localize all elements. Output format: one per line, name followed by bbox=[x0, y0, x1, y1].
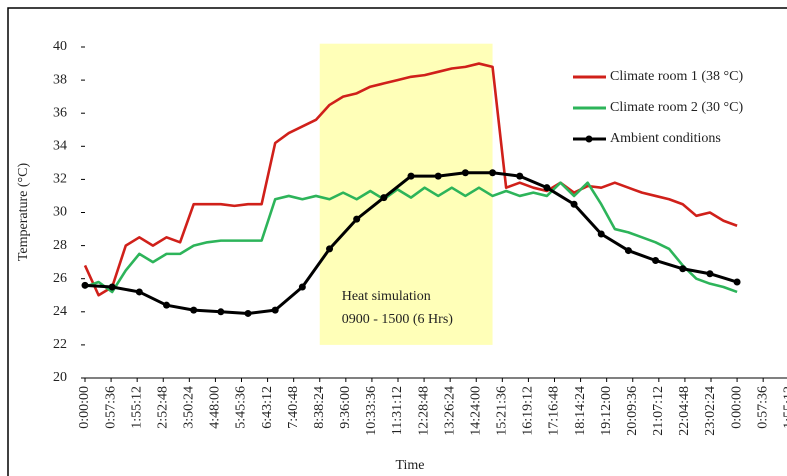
data-point bbox=[543, 184, 551, 192]
data-point bbox=[190, 306, 198, 314]
data-point bbox=[380, 194, 388, 202]
data-point bbox=[244, 309, 252, 317]
x-tick-label: 13:26:24 bbox=[442, 386, 457, 436]
data-point bbox=[298, 283, 306, 291]
data-point bbox=[271, 306, 279, 314]
data-point bbox=[679, 265, 687, 273]
data-point bbox=[407, 172, 415, 180]
x-tick-label: 16:19:12 bbox=[521, 386, 536, 436]
x-tick-label: 17:16:48 bbox=[547, 386, 562, 436]
x-tick-label: 6:43:12 bbox=[260, 386, 275, 429]
x-axis-title: Time bbox=[395, 458, 424, 473]
x-tick-label: 18:14:24 bbox=[573, 386, 588, 436]
x-tick-label: 10:33:36 bbox=[364, 386, 379, 436]
x-tick-label: 3:50:24 bbox=[182, 386, 197, 429]
y-tick-label: 20 bbox=[53, 370, 67, 385]
x-tick-label: 1:55:12 bbox=[781, 386, 787, 429]
y-tick-label: 36 bbox=[53, 105, 67, 120]
y-tick-label: 38 bbox=[53, 72, 67, 87]
legend-label: Climate room 2 (30 °C) bbox=[610, 100, 743, 115]
x-tick-label: 0:00:00 bbox=[729, 386, 744, 429]
y-tick-label: 22 bbox=[53, 337, 67, 352]
data-point bbox=[624, 247, 632, 255]
data-line bbox=[84, 181, 738, 294]
y-tick-label: 26 bbox=[53, 271, 67, 286]
data-point bbox=[353, 215, 361, 223]
x-tick-label: 7:40:48 bbox=[286, 386, 301, 429]
legend-label: Ambient conditions bbox=[610, 131, 721, 146]
x-tick-label: 15:21:36 bbox=[495, 386, 510, 436]
y-tick-label: 32 bbox=[53, 172, 67, 187]
x-tick-label: 14:24:00 bbox=[468, 386, 483, 436]
x-tick-label: 23:02:24 bbox=[703, 386, 718, 436]
frame bbox=[7, 7, 787, 476]
x-tick-label: 1:55:12 bbox=[129, 386, 144, 429]
y-tick-label: 30 bbox=[53, 205, 67, 220]
x-tick-label: 5:45:36 bbox=[234, 386, 249, 429]
annotation: Heat simulation bbox=[342, 289, 431, 304]
y-axis-title: Temperature (°C) bbox=[16, 163, 31, 262]
data-point bbox=[326, 245, 334, 253]
x-tick-label: 0:57:36 bbox=[103, 386, 118, 429]
x-tick-label: 22:04:48 bbox=[677, 386, 692, 436]
x-tick-label: 20:09:36 bbox=[625, 386, 640, 436]
x-tick-label: 4:48:00 bbox=[208, 386, 223, 429]
data-point bbox=[434, 172, 442, 180]
data-point bbox=[733, 278, 741, 286]
legend-label: Climate room 1 (38 °C) bbox=[610, 69, 743, 84]
data-point bbox=[163, 301, 171, 309]
legend-marker bbox=[585, 135, 593, 143]
x-tick-label: 21:07:12 bbox=[651, 386, 666, 436]
y-tick-label: 34 bbox=[53, 139, 67, 154]
data-point bbox=[81, 281, 89, 289]
x-tick-label: 0:57:36 bbox=[755, 386, 770, 429]
data-point bbox=[570, 200, 578, 208]
x-tick-label: 2:52:48 bbox=[155, 386, 170, 429]
x-tick-label: 12:28:48 bbox=[416, 386, 431, 436]
data-point bbox=[135, 288, 143, 296]
y-tick-label: 28 bbox=[53, 238, 67, 253]
data-point bbox=[706, 270, 714, 278]
data-point bbox=[597, 230, 605, 238]
data-point bbox=[217, 308, 225, 316]
x-tick-label: 8:38:24 bbox=[312, 386, 327, 429]
x-tick-label: 11:31:12 bbox=[390, 386, 405, 435]
data-line bbox=[83, 62, 738, 297]
data-point bbox=[108, 283, 116, 291]
y-tick-label: 40 bbox=[53, 39, 67, 54]
x-tick-label: 19:12:00 bbox=[599, 386, 614, 436]
data-point bbox=[489, 169, 497, 177]
annotation: 0900 - 1500 (6 Hrs) bbox=[342, 312, 454, 327]
y-tick-label: 24 bbox=[53, 304, 67, 319]
data-point bbox=[516, 172, 524, 180]
x-tick-label: 9:36:00 bbox=[338, 386, 353, 429]
data-point bbox=[652, 256, 660, 264]
data-point bbox=[461, 169, 469, 177]
x-tick-label: 0:00:00 bbox=[77, 386, 92, 429]
